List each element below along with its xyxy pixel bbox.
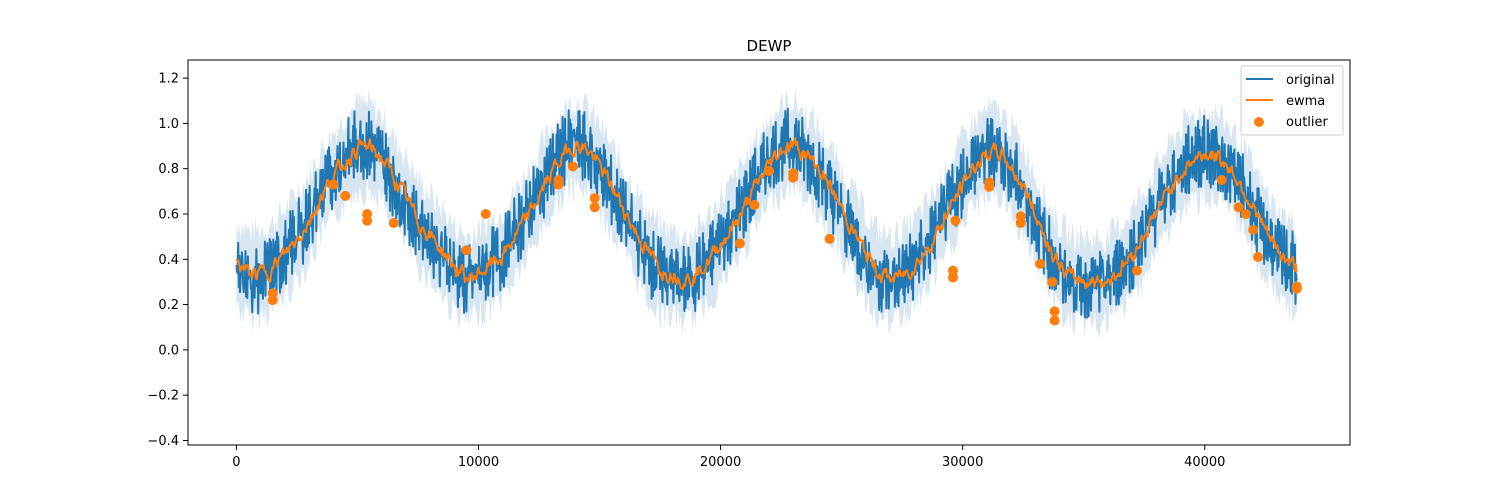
legend-label-outlier: outlier: [1286, 115, 1329, 130]
outlier-point: [950, 215, 961, 226]
outlier-point: [1233, 202, 1244, 213]
legend-swatch-outlier: [1254, 117, 1264, 127]
y-tick-label: 0.4: [158, 253, 179, 268]
outlier-point: [1015, 211, 1026, 222]
outlier-point: [1049, 306, 1060, 317]
outlier-point: [1248, 224, 1259, 235]
outlier-point: [1047, 276, 1058, 287]
y-tick-label: 0.0: [158, 343, 179, 358]
outlier-point: [1216, 175, 1227, 186]
outlier-point: [461, 245, 472, 256]
legend-label-original: original: [1286, 73, 1335, 88]
outlier-point: [480, 209, 491, 219]
outlier-point: [947, 265, 958, 276]
outlier-point: [567, 161, 578, 172]
plot-frame: [187, 59, 1351, 446]
outlier-point: [553, 175, 564, 186]
outlier-point: [1131, 265, 1142, 276]
outlier-point: [788, 168, 799, 179]
y-tick-label: 1.0: [158, 117, 179, 132]
outlier-point: [589, 202, 600, 213]
axes-layer: 0 10000 20000 30000 40000 −0.4 −0.2 0.0 0.2 0.4 0.…: [147, 59, 1351, 470]
x-tick-label: 0: [232, 455, 240, 470]
y-tick-label: 0.2: [158, 298, 179, 313]
outlier-point: [328, 179, 339, 190]
y-tick-label: 0.8: [158, 162, 179, 177]
outlier-point: [1240, 209, 1251, 219]
x-tick-label: 30000: [942, 455, 983, 470]
outlier-point: [362, 209, 373, 219]
outlier-point: [267, 288, 278, 299]
chart-title: DEWP: [747, 37, 792, 55]
outlier-point: [734, 238, 745, 249]
outlier-point: [340, 190, 351, 201]
outlier-point: [1291, 281, 1302, 292]
ewma-series-line: [235, 137, 1298, 291]
ewma-series-layer: [235, 137, 1298, 291]
outlier-point: [589, 193, 600, 204]
x-tick-label: 10000: [458, 455, 499, 470]
y-tick-label: 0.6: [158, 208, 179, 223]
outlier-point: [1253, 252, 1264, 263]
y-tick-label: −0.2: [147, 389, 179, 404]
legend-label-ewma: ewma: [1286, 94, 1325, 109]
outlier-point: [764, 165, 774, 176]
original-series-line: [235, 107, 1298, 319]
outlier-point: [388, 218, 399, 229]
original-series-layer: [235, 107, 1298, 319]
outlier-point: [1035, 258, 1046, 269]
outlier-point: [749, 199, 760, 210]
x-tick-label: 40000: [1184, 455, 1225, 470]
y-tick-label: −0.4: [147, 434, 179, 449]
outlier-point: [824, 233, 835, 244]
legend: original ewma outlier: [1240, 65, 1344, 136]
outlier-layer: [267, 161, 1302, 326]
legend-box: [1240, 65, 1344, 136]
y-tick-label: 1.2: [158, 72, 179, 87]
outlier-point: [1049, 315, 1060, 326]
outlier-point: [984, 177, 995, 188]
x-tick-label: 20000: [700, 455, 741, 470]
